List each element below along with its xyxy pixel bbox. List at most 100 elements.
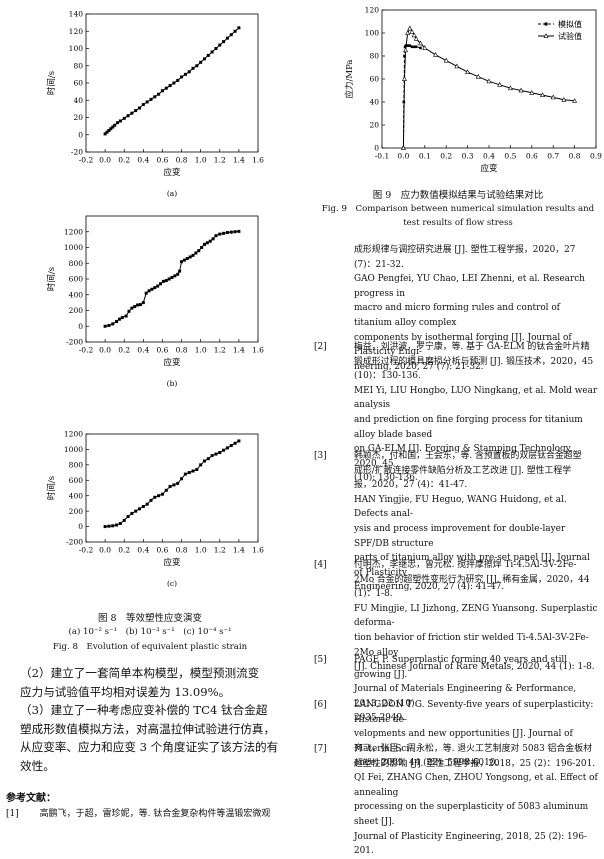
data-point [401, 76, 407, 81]
data-point [124, 314, 128, 318]
fig8-caption-cn: 图 8 等效塑性应变演变 [97, 613, 203, 624]
reference-number: [6] [314, 700, 327, 710]
reference-text: LANGDON T G. Seventy-five years of super… [354, 698, 600, 771]
data-point [403, 47, 409, 53]
data-point [222, 40, 226, 44]
reference-number: [4] [314, 560, 327, 570]
x-tick-label: 0.6 [156, 156, 168, 165]
x-tick-label: 0.4 [137, 156, 149, 165]
data-point [206, 457, 210, 461]
legend-label: 试验值 [558, 31, 582, 41]
x-axis-label: 应变 [163, 557, 181, 568]
reference-line: and prediction on fine forging process f… [354, 414, 583, 440]
data-point [113, 123, 117, 127]
ref1-continuation: 成形规律与调控研究进展 [J]. 塑性工程学报，2020，27 (7)：21-3… [354, 243, 600, 374]
data-point [237, 26, 241, 30]
data-point [153, 495, 157, 499]
data-point [419, 46, 422, 50]
y-tick-label: 400 [69, 290, 84, 299]
y-tick-label: 400 [69, 491, 84, 500]
data-point [410, 45, 414, 49]
reference-line: processing on the superplasticity of 508… [354, 802, 589, 827]
data-point [141, 103, 145, 107]
reference-line: Journal of Materials Engineering & Perfo… [354, 684, 577, 709]
data-point [413, 35, 419, 41]
y-tick-label: 0 [78, 130, 83, 139]
reference-line: MEI Yi, LIU Hongbo, LUO Ningkang, et al.… [354, 385, 598, 411]
data-point [407, 25, 413, 31]
x-tick-label: 0.6 [156, 346, 168, 355]
reference-line: (10): 130-136. [354, 473, 418, 484]
data-point [107, 524, 111, 528]
data-point [409, 29, 415, 34]
x-tick-label: -0.2 [79, 346, 94, 355]
x-axis-label: 应变 [163, 167, 181, 178]
x-tick-label: 0.2 [118, 156, 130, 165]
data-point [164, 86, 168, 90]
data-point [229, 230, 233, 234]
data-point [218, 43, 222, 47]
data-point [202, 57, 206, 61]
reference-line: Engineering, 2020, 27 (4): 41-47. [354, 582, 505, 593]
panel-label: (a) [167, 189, 177, 198]
x-tick-label: 1.4 [233, 156, 245, 165]
y-tick-label: -20 [71, 148, 83, 157]
data-point [107, 323, 111, 327]
y-tick-label: 0 [78, 322, 83, 331]
data-point [134, 509, 138, 513]
reference-line: FU Mingjie, LI Jizhong, ZENG Yuansong. S… [354, 603, 598, 629]
data-point [465, 69, 471, 74]
x-tick-label: 1.2 [214, 546, 226, 555]
data-point [550, 94, 556, 100]
data-point [214, 234, 218, 238]
y-tick-label: 140 [69, 10, 84, 19]
data-point [133, 305, 137, 309]
y-tick-label: 20 [73, 113, 83, 122]
y-axis-label: 时间/s [46, 267, 57, 291]
y-tick-label: 0 [78, 522, 83, 531]
data-point [173, 274, 177, 278]
data-point [176, 481, 180, 485]
y-axis-label: 时间/s [46, 71, 57, 95]
fig9-caption-cn: 图 9 应力数值模拟结果与试验结果对比 [372, 190, 544, 201]
data-point [180, 75, 184, 79]
data-point [180, 260, 184, 264]
data-point [122, 116, 126, 120]
plot-frame [85, 433, 259, 543]
data-point [149, 498, 153, 502]
panel-label: (c) [167, 579, 177, 588]
data-point [412, 45, 416, 49]
data-point [122, 518, 126, 522]
data-point [185, 257, 189, 261]
data-point [529, 89, 535, 95]
legend-label: 模拟值 [558, 19, 582, 29]
fig8a-chart: -0.2 0.0 0.2 0.4 0.6 0.8 1.0 1.2 1.4 1.6 -20 0 20 40 6… [46, 10, 264, 198]
x-tick-label: -0.1 [375, 152, 389, 161]
data-point [147, 289, 151, 293]
data-point [475, 73, 481, 79]
ref-line: macro and micro forming rules and contro… [354, 303, 560, 328]
y-tick-label: 40 [369, 98, 379, 107]
data-point [408, 44, 412, 47]
x-tick-label: 1.0 [195, 546, 207, 555]
data-point [233, 441, 237, 445]
data-point [172, 483, 176, 487]
x-tick-label: 0.0 [99, 546, 111, 555]
reference-line: 齐飞，张臣，周永松，等. 退火工艺制度对 5083 铝合金板材 [354, 744, 592, 754]
x-tick-label: 1.0 [195, 156, 207, 165]
data-point [191, 469, 195, 473]
data-point [200, 246, 204, 249]
x-tick-label: 1.2 [214, 346, 226, 355]
x-tick-label: 1.4 [233, 546, 245, 555]
x-tick-label: 0.2 [118, 346, 130, 355]
data-point [414, 45, 418, 49]
y-tick-label: 80 [73, 61, 83, 70]
y-tick-label: -200 [66, 538, 83, 547]
data-point [164, 279, 168, 283]
data-point [188, 255, 192, 259]
reference-line: [J]. Chinese Journal of Rare Metals, 202… [354, 662, 595, 673]
conclusion-line: 塑成形数值模拟方法，对高温拉伸试验进行仿真， [20, 721, 276, 736]
ref1-line1: 高鹏飞，于超，雷珍妮，等. 钛合金复杂构件等温锻宏微观 [39, 809, 271, 819]
conclusions: （2）建立了一套简单本构模型，模型预测流变 应力与试验值平均相对误差为 13.0… [20, 664, 302, 776]
data-point [218, 451, 222, 455]
